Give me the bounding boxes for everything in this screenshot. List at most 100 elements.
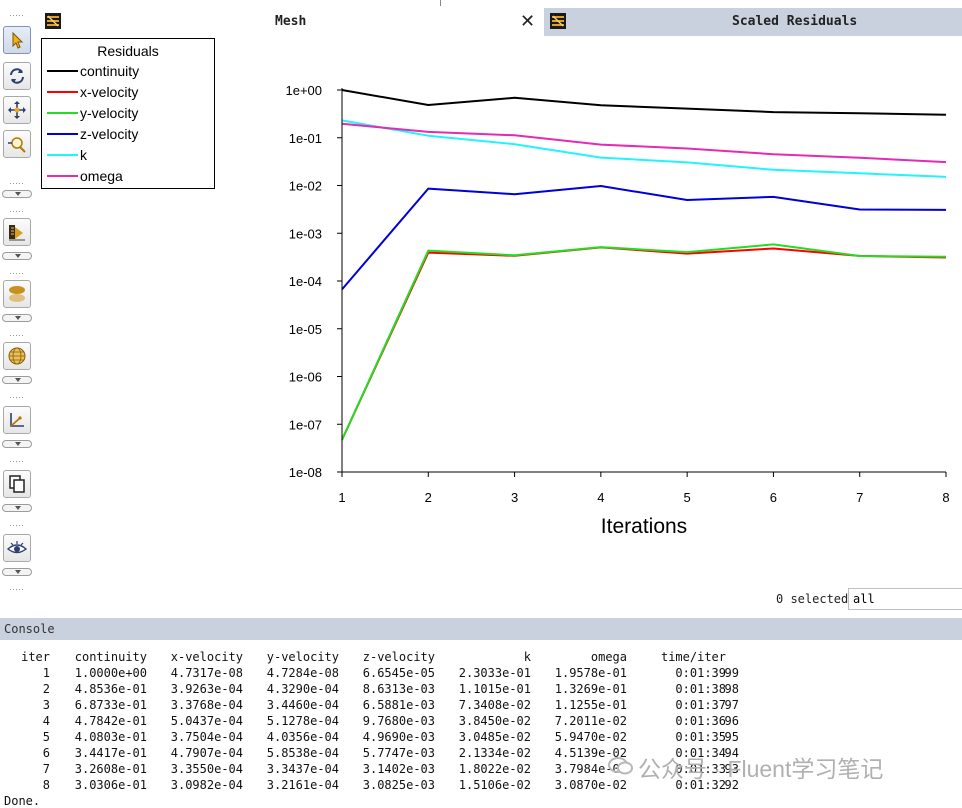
y-tick-label: 1e-01 [289,131,322,146]
console-cell: 3.0306e-01 [74,778,147,792]
toolbar-grip[interactable] [9,182,23,185]
legend-swatch [47,133,78,135]
console-cell: 0:01:33 [675,762,726,776]
contours-icon [9,225,25,241]
legend-label: k [80,147,87,163]
toolbar-expand-button[interactable] [2,190,32,198]
console-output[interactable]: iter continuity x-velocity y-velocity z-velo… [0,640,962,808]
console-cell: 5.7747e-03 [362,746,435,760]
contours-tool-button[interactable] [3,218,31,246]
console-cell: 5 [42,730,50,744]
console-cell: k [523,650,531,664]
console-cell: 6.8733e-01 [74,698,147,712]
console-cell: 5.9470e-02 [554,730,627,744]
console-cell: 3.2161e-04 [266,778,339,792]
console-cell: 1.1015e-01 [458,682,531,696]
pan-tool-button[interactable] [3,96,31,124]
console-cell: 94 [724,746,739,760]
console-cell: 99 [724,666,739,680]
pointer-icon [12,31,24,49]
toolbar-grip[interactable] [9,396,23,399]
toolbar-expand-button[interactable] [2,252,32,260]
zoom-tool-button[interactable] [3,130,31,158]
console-cell: 3 [42,698,50,712]
legend-label: z-velocity [80,126,139,142]
console-cell: 1 [42,666,50,680]
y-tick-label: 1e-02 [289,179,322,194]
tab-scaled-residuals[interactable]: Scaled Residuals [544,8,962,36]
y-tick-label: 1e-04 [289,274,322,289]
console-cell: 1.9578e-01 [554,666,627,680]
wechat-icon [608,757,633,775]
console-cell: 3.9263e-04 [170,682,243,696]
toolbar-grip[interactable] [9,14,23,17]
toolbar-grip[interactable] [9,210,23,213]
console-cell: 92 [724,778,739,792]
zoom-icon [8,137,26,153]
graphics-tab-bar: Mesh ✕ Scaled Residuals [0,8,962,36]
console-cell: 3.1402e-03 [362,762,435,776]
legend-item-y-velocity: y-velocity [47,103,212,123]
graphics-toolbar [0,14,36,610]
surface-icon [9,286,25,302]
console-cell: 4.7284e-08 [266,666,339,680]
legend-label: omega [80,168,123,184]
toolbar-expand-button[interactable] [2,504,32,512]
axes-tool-button[interactable] [3,406,31,434]
toolbar-grip[interactable] [9,524,23,527]
toolbar-expand-button[interactable] [2,314,32,322]
toolbar-grip[interactable] [9,334,23,337]
console-cell: 4.7907e-04 [170,746,243,760]
toolbar-grip[interactable] [9,588,23,591]
console-cell: 5.0437e-04 [170,714,243,728]
residuals-legend: Residuals continuity x-velocity y-veloci… [41,38,215,189]
y-tick-label: 1e+00 [285,83,322,98]
console-cell: 7 [42,762,50,776]
tab-scaled-residuals-title: Scaled Residuals [732,14,858,29]
rotate-icon [10,68,24,84]
close-icon[interactable]: ✕ [520,11,536,31]
toolbar-expand-button[interactable] [2,568,32,576]
console-cell: 2.1334e-02 [458,746,531,760]
rotate-tool-button[interactable] [3,62,31,90]
surface-tool-button[interactable] [3,280,31,308]
y-tick-label: 1e-05 [289,322,322,337]
toolbar-expand-button[interactable] [2,440,32,448]
legend-swatch [47,91,78,93]
legend-label: x-velocity [80,84,139,100]
toolbar-grip[interactable] [9,460,23,463]
console-cell: y-velocity [266,650,339,664]
console-cell: 7.3408e-02 [458,698,531,712]
tab-mesh[interactable]: Mesh ✕ [38,8,543,36]
y-tick-label: 1e-07 [289,417,322,432]
console-cell: x-velocity [170,650,243,664]
console-cell: 0:01:38 [675,682,726,696]
copy-icon [9,475,25,493]
legend-swatch [47,175,78,177]
legend-item-k: k [47,145,212,165]
pointer-tool-button[interactable] [3,26,31,54]
console-cell: 2.3033e-01 [458,666,531,680]
copy-tool-button[interactable] [3,470,31,498]
legend-item-omega: omega [47,166,212,186]
console-cell: 93 [724,762,739,776]
legend-item-continuity: continuity [47,61,212,81]
series-line-z-velocity [341,185,947,291]
console-cell: 0:01:32 [675,778,726,792]
toolbar-expand-button[interactable] [2,376,32,384]
console-cell: 6.5881e-03 [362,698,435,712]
legend-swatch [47,70,78,72]
series-line-x-velocity [341,246,947,441]
console-cell: 3.8450e-02 [458,714,531,728]
series-line-k [341,119,947,178]
y-tick-label: 1e-06 [289,370,322,385]
mesh-display-tool-button[interactable] [3,342,31,370]
residuals-plot[interactable]: 1e+00 1e-01 1e-02 1e-03 1e-04 1e-05 1e-06 1e-07… [0,0,962,560]
view-tool-button[interactable] [3,534,31,562]
series-line-omega [341,122,947,164]
selection-filter-input[interactable] [848,588,962,610]
toolbar-grip[interactable] [9,272,23,275]
eye-icon [7,541,27,554]
console-cell: 0:01:37 [675,698,726,712]
x-tick-label: 2 [425,490,432,505]
